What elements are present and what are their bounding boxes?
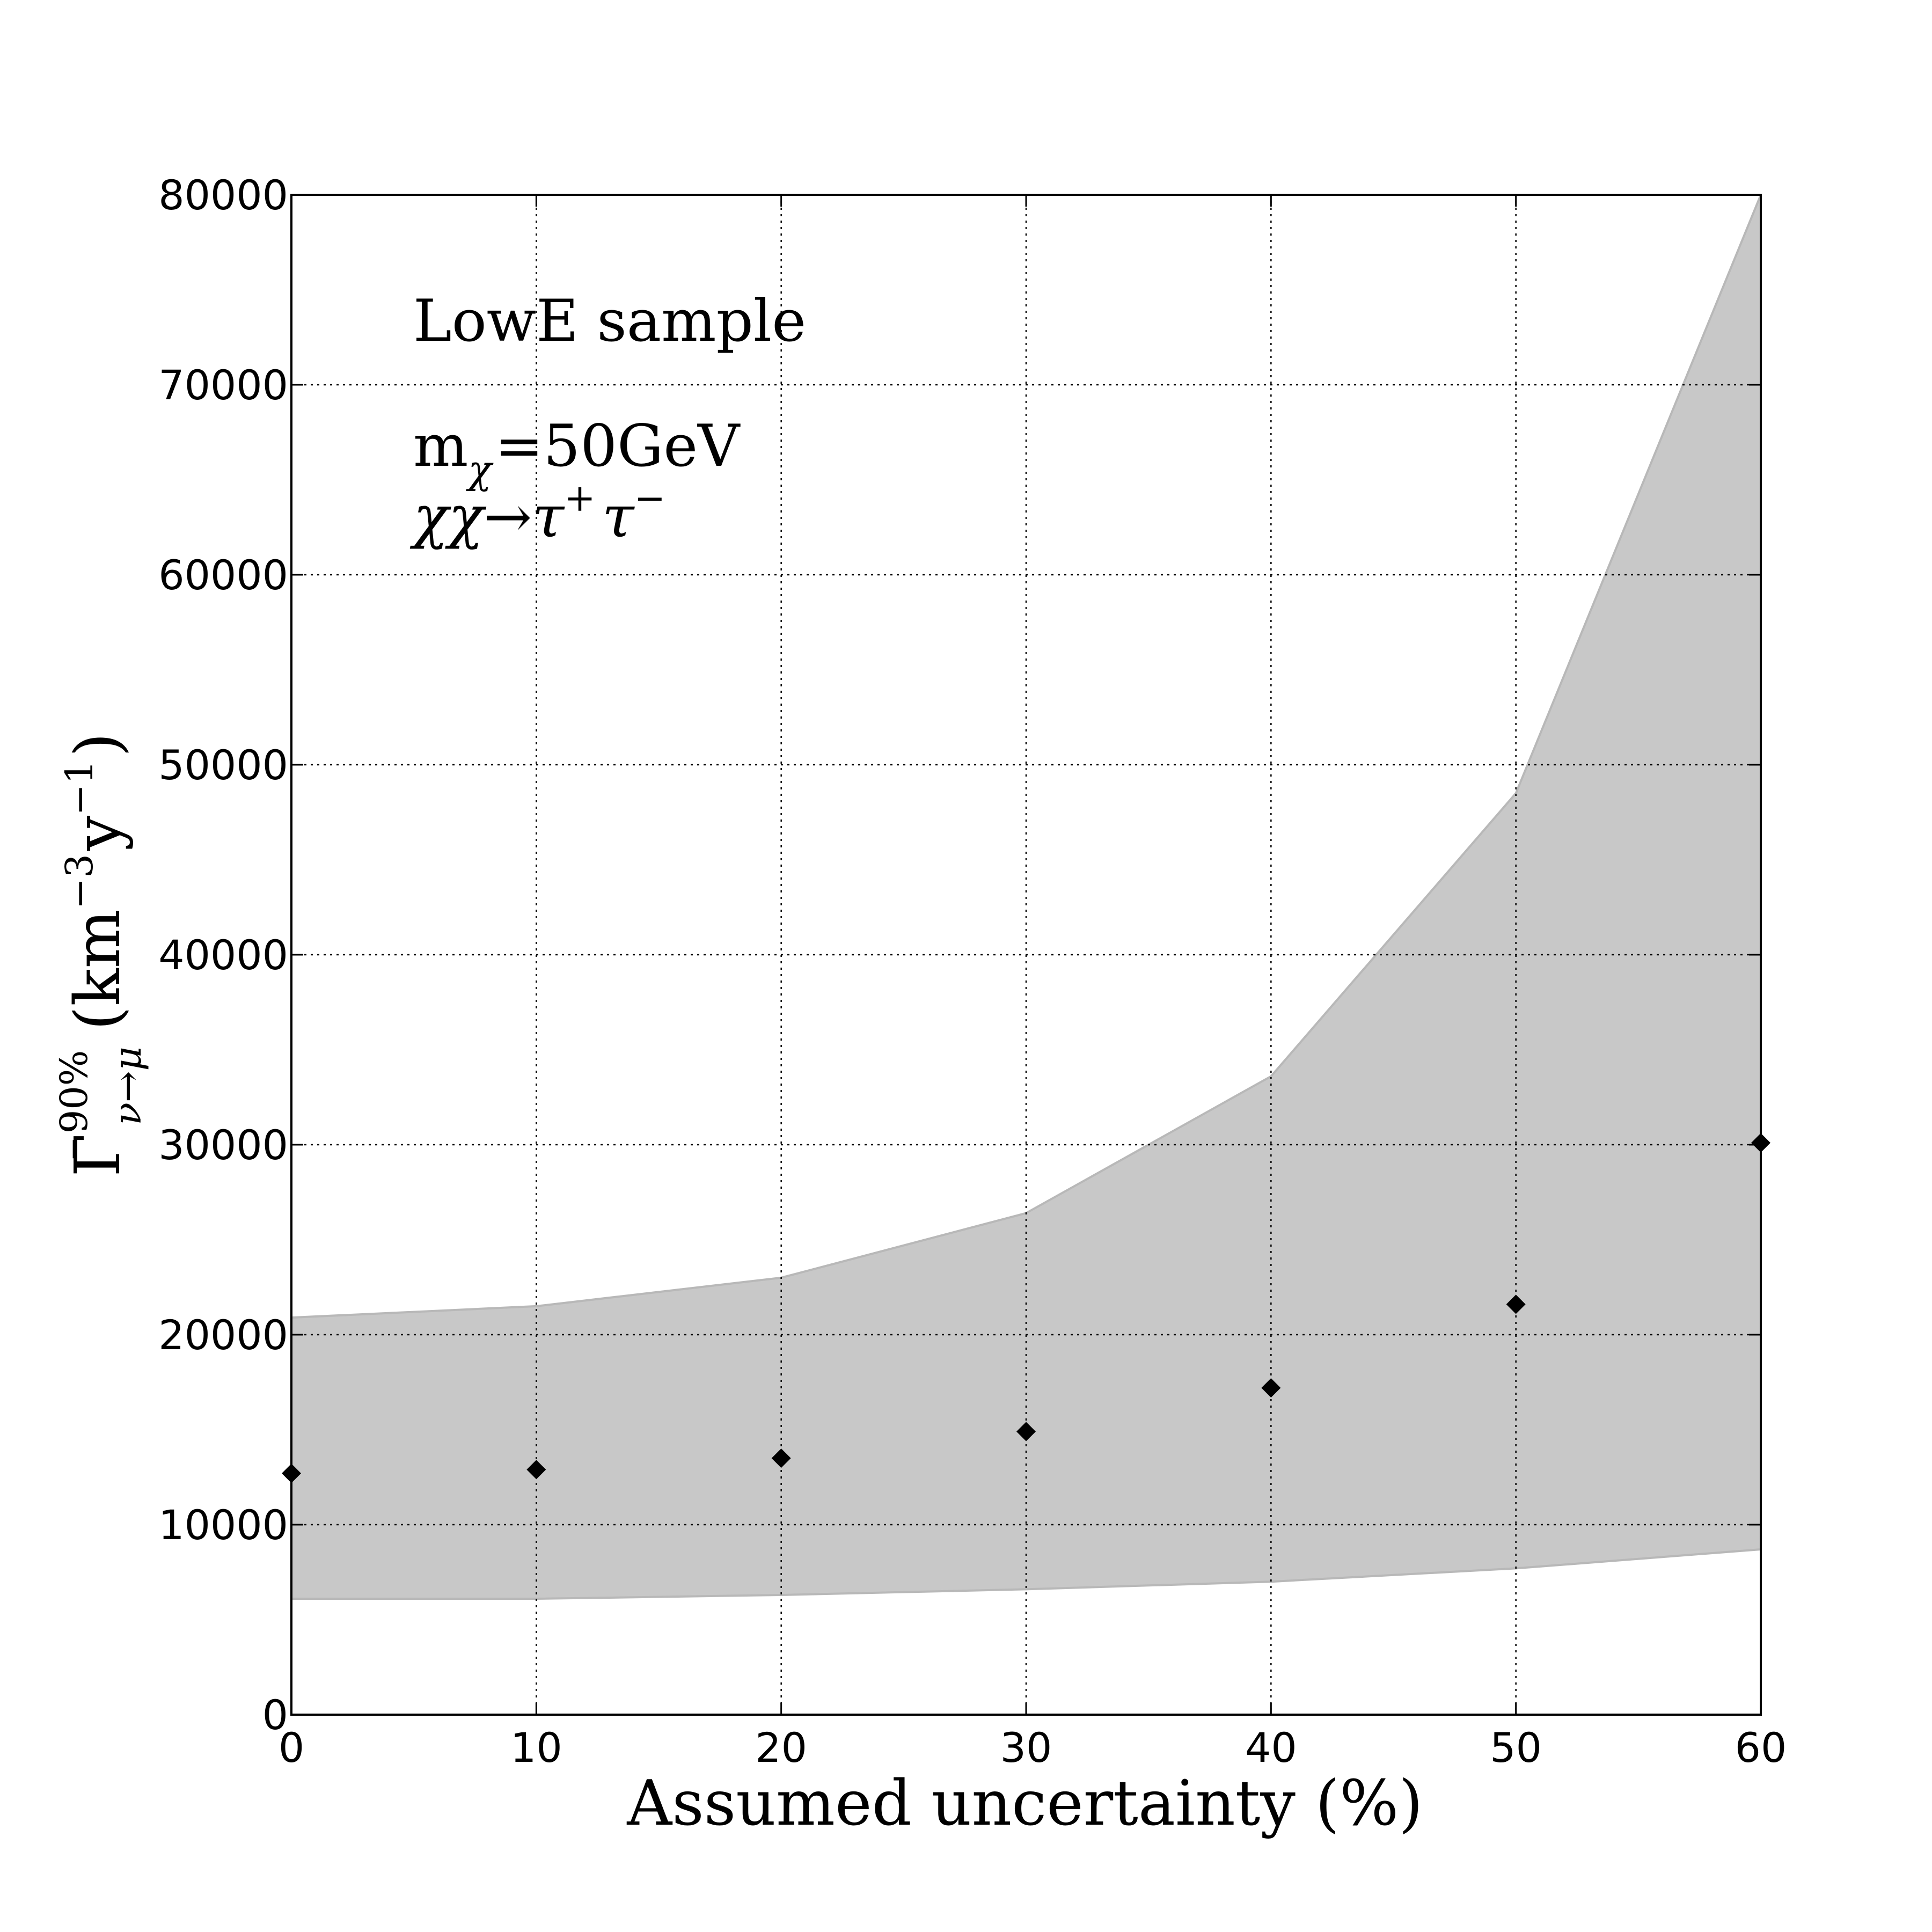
data-point — [1016, 1422, 1036, 1441]
annotation-channel-sup2: − — [634, 476, 666, 520]
data-point — [526, 1460, 546, 1480]
annotation-mass-prefix: m — [413, 413, 468, 480]
data-point — [1261, 1378, 1281, 1398]
annotation-mass-subscript: χ — [465, 447, 494, 492]
y-tick-label: 80000 — [158, 171, 288, 219]
y-tick-label: 40000 — [158, 931, 288, 979]
x-axis-label: Assumed uncertainty (%) — [626, 1767, 1423, 1840]
y-label-unit-close: ) — [62, 733, 134, 757]
x-tick-label: 10 — [510, 1724, 562, 1772]
y-tick-label: 10000 — [158, 1501, 288, 1549]
y-label-subscript: ν→μ — [106, 1046, 150, 1125]
annotation-channel-mid: τ — [602, 484, 635, 551]
annotation-sample: LowE sample — [413, 288, 806, 355]
y-label-base: Γ̄ — [62, 1133, 134, 1177]
annotation-channel-prefix: χχ→τ — [409, 484, 565, 551]
x-tick-label: 60 — [1735, 1724, 1787, 1772]
y-label-unit-open: (km — [62, 909, 134, 1030]
y-tick-label: 50000 — [158, 741, 288, 789]
y-tick-label: 0 — [262, 1691, 288, 1739]
x-tick-label: 0 — [279, 1724, 304, 1772]
x-tick-label: 30 — [1000, 1724, 1052, 1772]
x-tick-label: 50 — [1490, 1724, 1542, 1772]
annotation-mass-value: =50GeV — [495, 413, 741, 480]
y-tick-label: 30000 — [158, 1121, 288, 1169]
data-point — [1506, 1294, 1526, 1314]
x-tick-label: 40 — [1245, 1724, 1297, 1772]
data-point — [771, 1448, 791, 1468]
y-tick-label: 20000 — [158, 1311, 288, 1359]
y-label-unit-exp1: −3 — [57, 854, 101, 909]
annotation-channel-sup1: + — [564, 476, 596, 520]
y-tick-label: 70000 — [158, 361, 288, 409]
y-axis-label: Γ̄90% ν→μ (km−3y−1) — [52, 733, 150, 1177]
annotation-mass: mχ=50GeV — [413, 413, 741, 492]
annotation-channel: χχ→τ+ τ− — [409, 476, 665, 551]
y-label-unit-mid: y — [62, 815, 134, 851]
y-tick-label: 60000 — [158, 551, 288, 599]
y-label-unit-exp2: −1 — [57, 760, 101, 815]
x-tick-label: 20 — [755, 1724, 807, 1772]
y-label-superscript: 90% — [52, 1050, 96, 1134]
